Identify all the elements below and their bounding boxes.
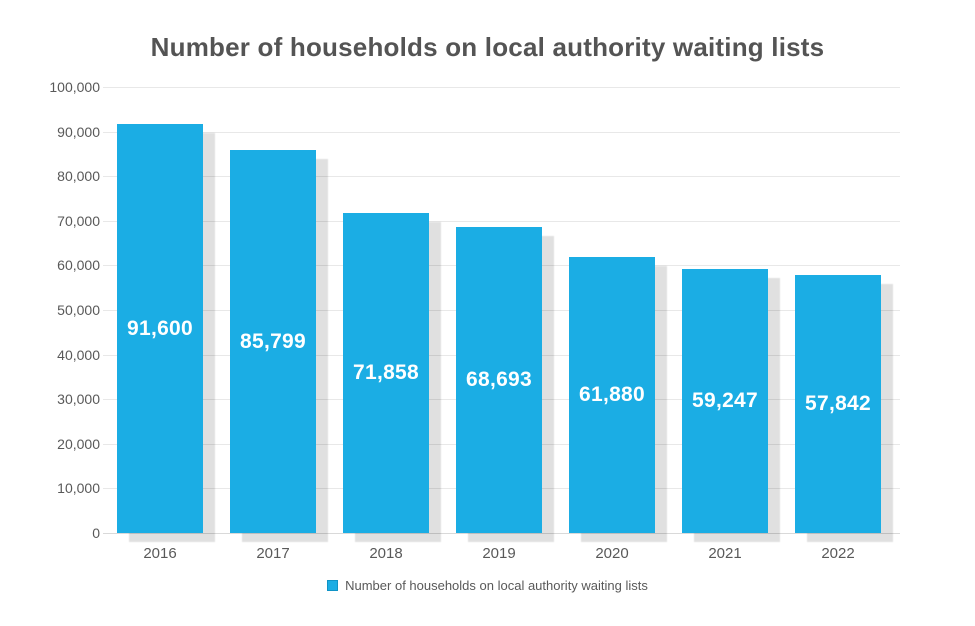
x-axis-label: 2021: [708, 545, 742, 562]
gridline: [103, 87, 900, 88]
bar-2021: 59,247: [682, 268, 768, 533]
bar-value-label: 68,693: [465, 367, 533, 391]
bar-value-label: 57,842: [804, 392, 872, 415]
bar-2018: 71,858: [343, 212, 429, 533]
y-axis-tick-label: 30,000: [57, 391, 100, 408]
legend-swatch-icon: [327, 580, 339, 591]
x-axis-label: 2016: [143, 545, 177, 562]
y-axis-tick-label: 80,000: [57, 168, 100, 185]
bar-2020: 61,880: [569, 257, 655, 533]
bar-value-label: 91,600: [126, 316, 194, 340]
bar-2016: 91,600: [117, 124, 203, 533]
x-axis-label: 2019: [482, 545, 516, 562]
bar-2019: 68,693: [456, 226, 542, 533]
x-axis-label: 2022: [821, 545, 855, 562]
chart-title: Number of households on local authority …: [150, 32, 825, 62]
legend-label: Number of households on local authority …: [345, 578, 648, 593]
bar-value-label: 61,880: [578, 382, 646, 406]
y-axis-tick-label: 20,000: [57, 435, 100, 452]
y-axis-tick-label: 50,000: [57, 302, 100, 318]
y-axis-tick-label: 100,000: [49, 79, 100, 95]
y-axis-tick-label: 40,000: [57, 346, 100, 363]
bar-value-label: 59,247: [691, 388, 759, 412]
x-axis-label: 2017: [256, 545, 290, 562]
gridline: [103, 220, 900, 222]
y-axis-tick-label: 90,000: [57, 123, 100, 140]
gridline: [103, 131, 900, 133]
bar-2022: 57,842: [795, 275, 881, 533]
bar-2017: 85,799: [230, 150, 316, 533]
y-axis-tick-label: 60,000: [57, 257, 100, 274]
gridline: [103, 533, 900, 534]
gridline: [103, 176, 900, 178]
y-axis-tick-label: 70,000: [57, 212, 100, 229]
x-axis-label: 2018: [369, 545, 403, 562]
bar-value-label: 71,858: [352, 360, 420, 384]
bar-value-label: 85,799: [239, 329, 307, 353]
y-axis-tick-label: 0: [92, 525, 100, 541]
legend: Number of households on local authority …: [0, 578, 975, 593]
x-axis-label: 2020: [595, 545, 629, 562]
y-axis-tick-label: 10,000: [57, 480, 100, 497]
